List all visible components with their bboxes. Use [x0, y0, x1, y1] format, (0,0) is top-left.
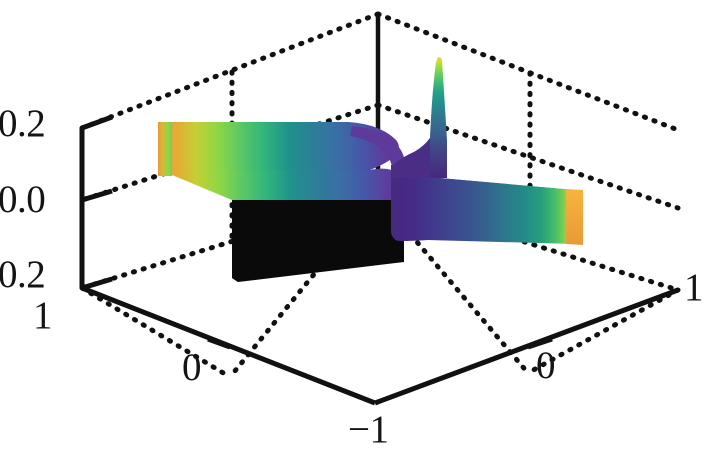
z-tick-label-top: 0.2	[0, 102, 46, 145]
x-tick-label-zero: 0	[182, 346, 202, 389]
left-ribbon-top-face	[160, 122, 399, 170]
gridline-top-left-ridge	[79, 11, 381, 131]
left-ribbon-underside	[232, 186, 404, 282]
z-tick-bottom	[81, 276, 113, 291]
right-ribbon-left-face	[391, 178, 398, 241]
left-ribbon-body	[160, 168, 403, 200]
gridline-floor-cross-right	[525, 287, 681, 376]
right-ribbon-end-cap	[566, 189, 583, 245]
y-tick-label-zero: 0	[536, 344, 556, 387]
z-tick-label-bottom: 0.2	[0, 253, 46, 296]
surface-left-ribbon	[158, 122, 407, 282]
x-tick-zero	[207, 336, 231, 350]
axes-frame-front	[79, 114, 679, 406]
left-ribbon-dark-front	[232, 200, 238, 282]
surface-right-ribbon	[391, 57, 583, 245]
gridline-mid-right-ridge	[375, 102, 681, 211]
z-tick-top	[81, 114, 113, 131]
center-spike	[430, 57, 447, 178]
right-ribbon-front-face	[391, 177, 575, 244]
y-tick-label-right-corner: 1	[684, 266, 704, 309]
x-tick-label-front-corner: −1	[348, 408, 389, 451]
x-tick-label-left-corner: 1	[33, 294, 53, 337]
left-ribbon-end-cap	[158, 122, 172, 176]
floor-edge-right	[374, 287, 679, 406]
gridline-floor-cross-left	[79, 285, 233, 380]
z-tick-label-mid: 0.0	[0, 178, 46, 221]
z-tick-mid	[81, 188, 113, 203]
y-tick-zero	[527, 336, 553, 350]
